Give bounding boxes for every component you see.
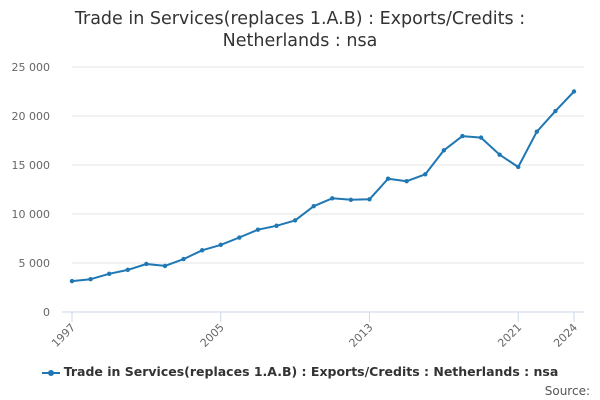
- data-point: [497, 152, 502, 157]
- series-group: [69, 89, 577, 284]
- y-tick-label: 20 000: [12, 110, 51, 123]
- data-point: [441, 148, 447, 153]
- data-point: [553, 108, 558, 114]
- data-point: [125, 267, 130, 273]
- data-point: [218, 242, 223, 248]
- gridlines: [72, 66, 584, 264]
- credits[interactable]: Source:: [544, 384, 590, 398]
- data-point: [385, 176, 391, 181]
- data-point: [460, 133, 465, 139]
- data-point: [255, 227, 261, 232]
- y-tick-label: 5 000: [19, 257, 51, 270]
- series-line: [71, 90, 575, 283]
- data-point: [162, 263, 168, 269]
- data-point: [367, 197, 372, 202]
- data-point: [237, 235, 242, 240]
- data-point: [404, 178, 409, 184]
- data-point: [106, 271, 112, 276]
- data-point: [330, 196, 335, 201]
- x-tick-label: 2005: [198, 321, 227, 350]
- x-tick-label: 1997: [49, 321, 78, 350]
- x-axis: 1997 2005 2013 2021 2024: [49, 311, 584, 350]
- chart-title: Trade in Services(replaces 1.A.B) : Expo…: [74, 9, 526, 51]
- y-tick-label: 15 000: [12, 159, 51, 172]
- legend-line-marker-icon: [41, 368, 60, 378]
- data-point: [534, 129, 540, 134]
- data-point: [311, 203, 316, 209]
- data-point: [571, 89, 577, 94]
- data-point: [69, 278, 75, 284]
- y-tick-label: 10 000: [12, 208, 51, 221]
- data-point: [478, 135, 484, 140]
- data-point: [199, 248, 205, 253]
- y-tick-label: 25 000: [12, 61, 51, 74]
- data-point: [181, 256, 186, 262]
- data-point: [348, 197, 354, 202]
- data-point: [88, 276, 93, 282]
- x-tick-label: 2024: [551, 321, 580, 350]
- y-axis: 0 5 000 10 000 15 000 20 000 25 000: [12, 61, 51, 319]
- data-point: [274, 223, 279, 228]
- legend-label: Trade in Services(replaces 1.A.B) : Expo…: [63, 364, 559, 379]
- data-point: [144, 261, 149, 267]
- y-tick-label: 0: [43, 306, 50, 319]
- data-point: [516, 164, 521, 170]
- x-tick-label: 2021: [495, 321, 524, 350]
- x-tick-label: 2013: [347, 321, 376, 350]
- data-point: [423, 172, 428, 177]
- legend[interactable]: Trade in Services(replaces 1.A.B) : Expo…: [0, 364, 600, 379]
- data-point: [292, 218, 298, 223]
